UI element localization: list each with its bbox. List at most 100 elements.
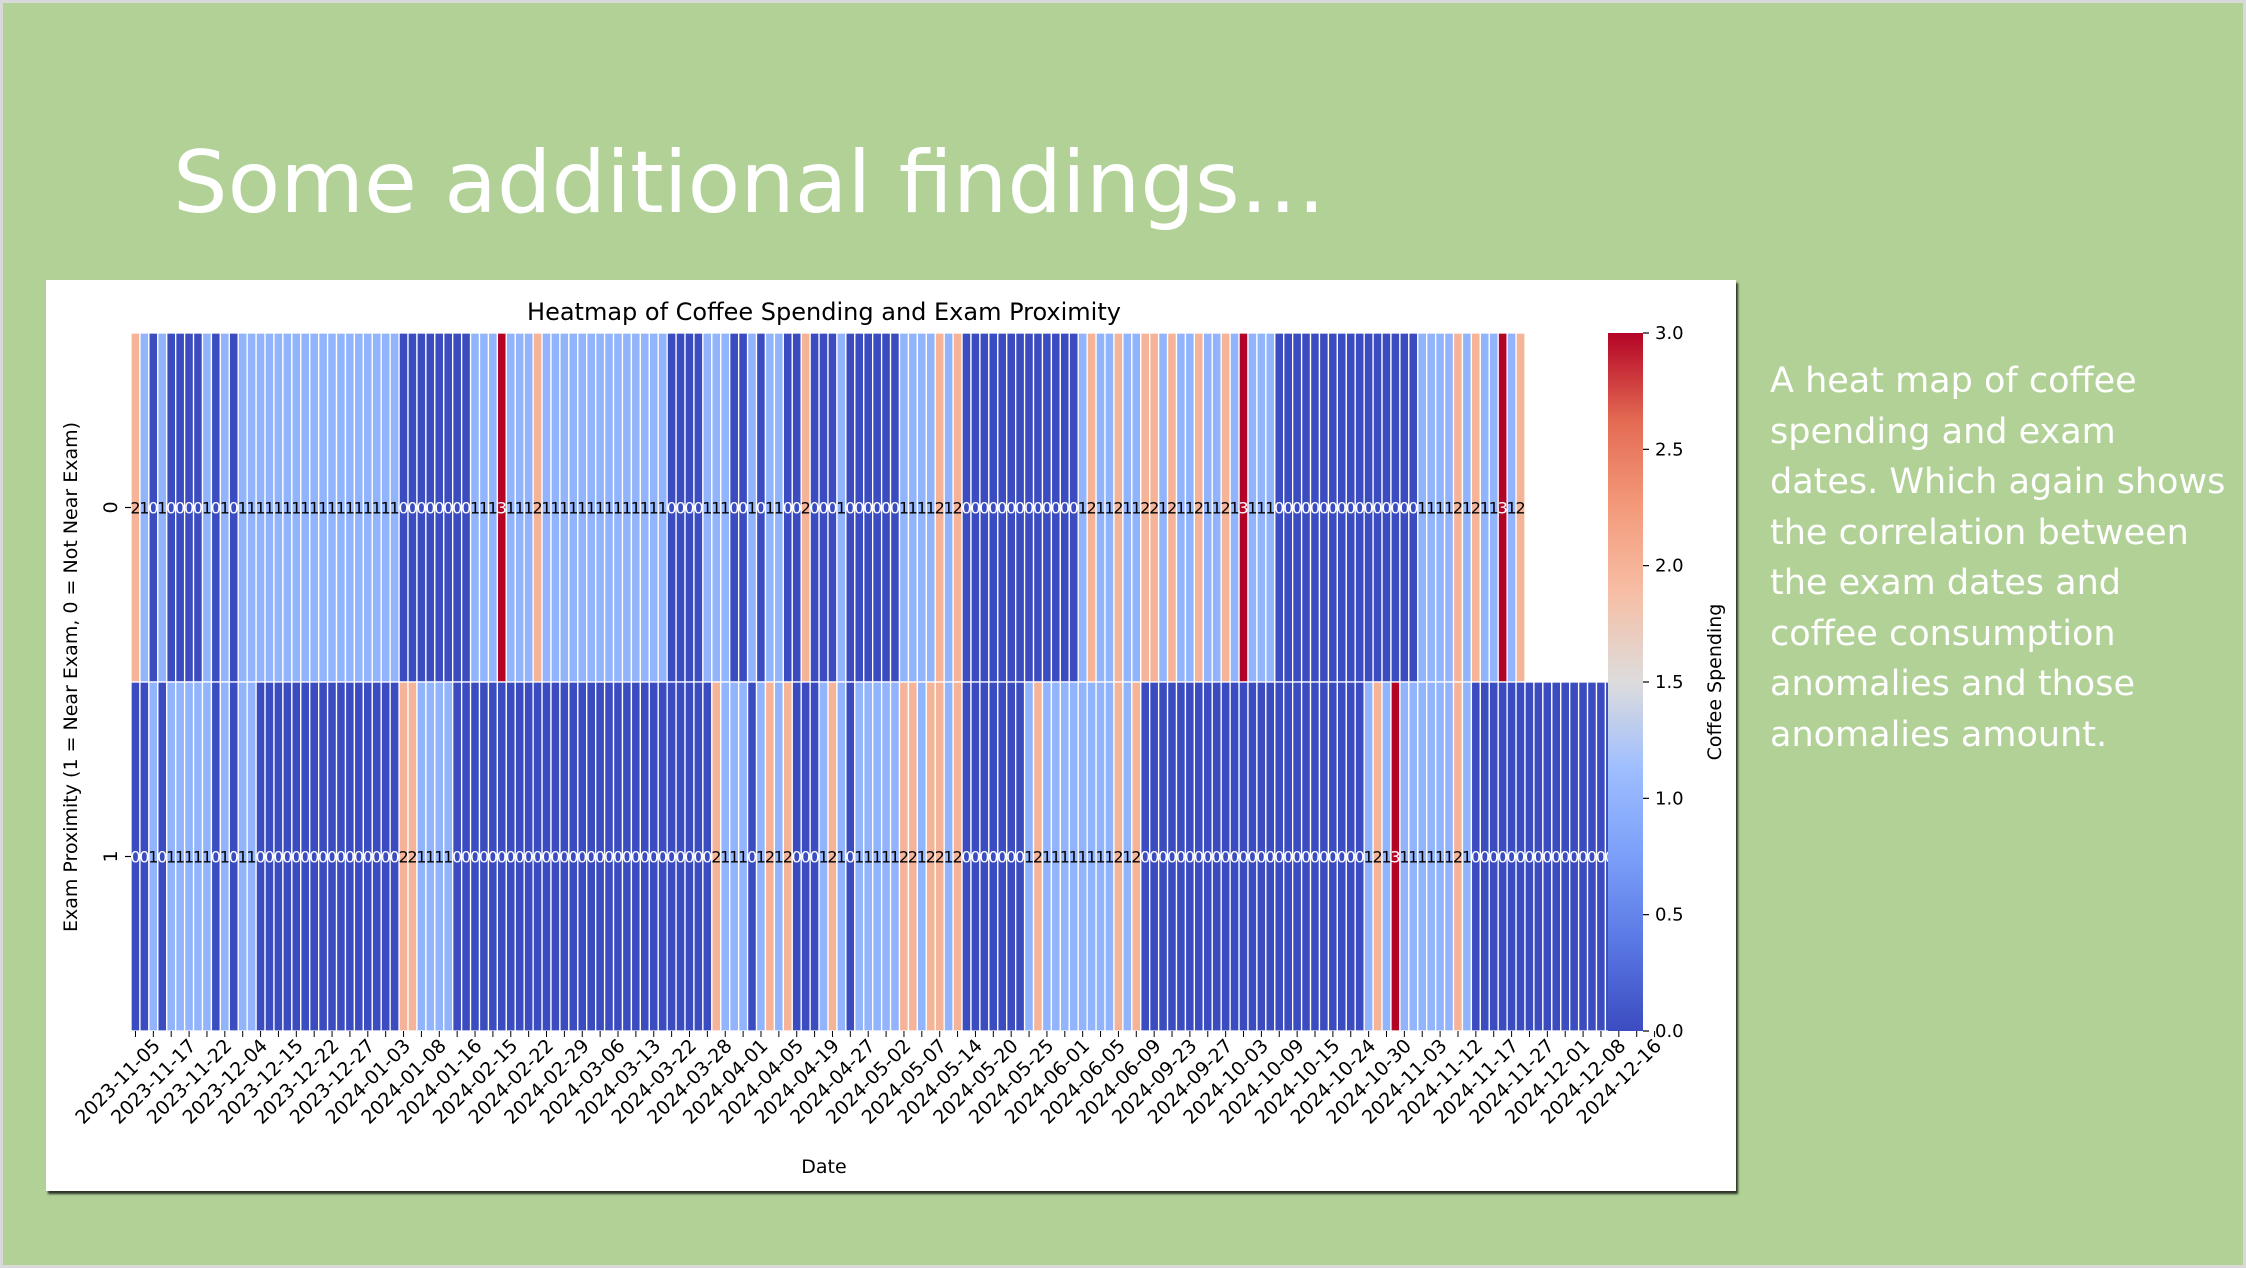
colorbar-tick-label: 2.0 — [1655, 556, 1684, 577]
cell-annotation: 0 — [1292, 848, 1302, 867]
cell-annotation: 0 — [273, 848, 283, 867]
cell-annotation: 2 — [952, 499, 962, 518]
cell-annotation: 0 — [1185, 848, 1195, 867]
cell-annotation: 0 — [649, 848, 659, 867]
y-axis-label: Exam Proximity (1 = Near Exam, 0 = Not N… — [60, 422, 82, 932]
cell-annotation: 0 — [1524, 848, 1534, 867]
cell-annotation: 0 — [1507, 848, 1517, 867]
cell-annotation: 1 — [1507, 499, 1517, 518]
cell-annotation: 1 — [863, 848, 873, 867]
cell-annotation: 1 — [354, 499, 364, 518]
cell-annotation: 1 — [550, 499, 560, 518]
cell-annotation: 0 — [810, 848, 820, 867]
cell-annotation: 0 — [1247, 848, 1257, 867]
cell-annotation: 0 — [854, 499, 864, 518]
cell-annotation: 0 — [229, 499, 239, 518]
cell-annotation: 1 — [711, 499, 721, 518]
cell-annotation: 1 — [1408, 848, 1418, 867]
cell-annotation: 1 — [818, 848, 828, 867]
cell-annotation: 1 — [1122, 499, 1132, 518]
cell-annotation: 0 — [1310, 848, 1320, 867]
cell-annotation: 1 — [202, 499, 212, 518]
cell-annotation: 1 — [247, 499, 257, 518]
cell-annotation: 0 — [1471, 848, 1481, 867]
cell-annotation: 1 — [1122, 848, 1132, 867]
cell-annotation: 0 — [1033, 499, 1043, 518]
cell-annotation: 3 — [1238, 499, 1248, 518]
cell-annotation: 0 — [461, 848, 471, 867]
cell-annotation: 1 — [1480, 499, 1490, 518]
cell-annotation: 1 — [649, 499, 659, 518]
cell-annotation: 0 — [282, 848, 292, 867]
cell-annotation: 0 — [1015, 499, 1025, 518]
cell-annotation: 1 — [738, 848, 748, 867]
colorbar-tick-label: 0.5 — [1655, 905, 1684, 926]
colorbar-tick-label: 0.0 — [1655, 1021, 1684, 1042]
colorbar-tick-label: 3.0 — [1655, 323, 1684, 344]
cell-annotation: 1 — [184, 848, 194, 867]
heatmap-cells — [130, 332, 1624, 1032]
cell-annotation: 1 — [220, 848, 230, 867]
cell-annotation: 1 — [613, 499, 623, 518]
cell-annotation: 1 — [1203, 499, 1213, 518]
cell-annotation: 1 — [255, 499, 265, 518]
cell-annotation: 1 — [416, 848, 426, 867]
cell-annotation: 1 — [1185, 499, 1195, 518]
cell-annotation: 0 — [532, 848, 542, 867]
cell-annotation: 1 — [917, 848, 927, 867]
cell-annotation: 0 — [443, 499, 453, 518]
cell-annotation: 0 — [1221, 848, 1231, 867]
cell-annotation: 0 — [345, 848, 355, 867]
cell-annotation: 0 — [1042, 499, 1052, 518]
cell-annotation: 0 — [872, 499, 882, 518]
cell-annotation: 1 — [1489, 499, 1499, 518]
cell-annotation: 0 — [425, 499, 435, 518]
cell-annotation: 0 — [1301, 499, 1311, 518]
cell-annotation: 1 — [1265, 499, 1275, 518]
cell-annotation: 0 — [1337, 848, 1347, 867]
cell-annotation: 0 — [398, 499, 408, 518]
cell-annotation: 0 — [613, 848, 623, 867]
cell-annotation: 1 — [1256, 499, 1266, 518]
cell-annotation: 1 — [1024, 848, 1034, 867]
cell-annotation: 0 — [810, 499, 820, 518]
chart-panel: Heatmap of Coffee Spending and Exam Prox… — [46, 280, 1736, 1191]
cell-annotation: 0 — [1372, 499, 1382, 518]
cell-annotation: 0 — [1587, 848, 1597, 867]
cell-annotation: 2 — [398, 848, 408, 867]
cell-annotation: 0 — [970, 848, 980, 867]
cell-annotation: 1 — [890, 848, 900, 867]
cell-annotation: 0 — [1194, 848, 1204, 867]
cell-annotation: 0 — [1060, 499, 1070, 518]
cell-annotation: 0 — [604, 848, 614, 867]
cell-annotation: 1 — [1444, 848, 1454, 867]
cell-annotation: 0 — [363, 848, 373, 867]
cell-annotation: 1 — [220, 499, 230, 518]
cell-annotation: 0 — [1158, 848, 1168, 867]
cell-annotation: 0 — [1283, 848, 1293, 867]
cell-annotation: 1 — [488, 499, 498, 518]
cell-annotation: 0 — [1355, 848, 1365, 867]
cell-annotation: 2 — [1113, 848, 1123, 867]
cell-annotation: 0 — [863, 499, 873, 518]
cell-annotation: 0 — [1283, 499, 1293, 518]
cell-annotation: 0 — [1578, 848, 1588, 867]
cell-annotation: 0 — [255, 848, 265, 867]
cell-annotation: 1 — [175, 848, 185, 867]
cell-annotation: 0 — [675, 499, 685, 518]
cell-annotation: 0 — [130, 848, 140, 867]
cell-annotation: 1 — [193, 848, 203, 867]
cell-annotation: 0 — [801, 848, 811, 867]
cell-annotation: 2 — [1131, 848, 1141, 867]
cell-annotation: 0 — [667, 848, 677, 867]
cell-annotation: 2 — [1453, 499, 1463, 518]
cell-annotation: 0 — [1533, 848, 1543, 867]
cell-annotation: 0 — [1328, 499, 1338, 518]
cell-annotation: 0 — [372, 848, 382, 867]
cell-annotation: 0 — [1310, 499, 1320, 518]
cell-annotation: 0 — [1390, 499, 1400, 518]
cell-annotation: 0 — [756, 499, 766, 518]
cell-annotation: 0 — [416, 499, 426, 518]
cell-annotation: 2 — [130, 499, 140, 518]
cell-annotation: 1 — [854, 848, 864, 867]
